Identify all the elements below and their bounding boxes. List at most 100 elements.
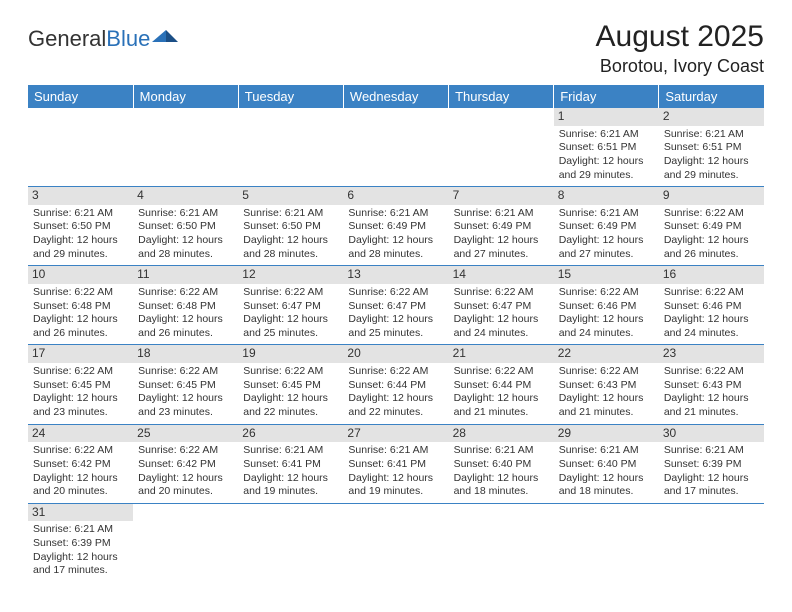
calendar-cell: 21Sunrise: 6:22 AMSunset: 6:44 PMDayligh… (449, 345, 554, 424)
sunrise-line: Sunrise: 6:22 AM (138, 365, 233, 379)
calendar-cell: 26Sunrise: 6:21 AMSunset: 6:41 PMDayligh… (238, 424, 343, 503)
calendar-cell: 14Sunrise: 6:22 AMSunset: 6:47 PMDayligh… (449, 266, 554, 345)
calendar-cell: 4Sunrise: 6:21 AMSunset: 6:50 PMDaylight… (133, 187, 238, 266)
daylight-line: Daylight: 12 hours and 22 minutes. (243, 392, 338, 419)
daylight-line: Daylight: 12 hours and 28 minutes. (243, 234, 338, 261)
weekday-header: Monday (133, 85, 238, 108)
daylight-line: Daylight: 12 hours and 23 minutes. (33, 392, 128, 419)
day-number: 6 (343, 187, 448, 205)
day-number: 26 (238, 425, 343, 443)
sunset-line: Sunset: 6:45 PM (243, 379, 338, 393)
sunrise-line: Sunrise: 6:22 AM (33, 286, 128, 300)
sunrise-line: Sunrise: 6:21 AM (243, 207, 338, 221)
sunset-line: Sunset: 6:46 PM (664, 300, 759, 314)
day-number: 14 (449, 266, 554, 284)
daylight-line: Daylight: 12 hours and 17 minutes. (664, 472, 759, 499)
sunset-line: Sunset: 6:45 PM (33, 379, 128, 393)
calendar-cell: 16Sunrise: 6:22 AMSunset: 6:46 PMDayligh… (659, 266, 764, 345)
calendar-cell (343, 108, 448, 187)
sunrise-line: Sunrise: 6:22 AM (33, 444, 128, 458)
logo-text-general: General (28, 26, 106, 52)
day-number: 27 (343, 425, 448, 443)
sunset-line: Sunset: 6:50 PM (33, 220, 128, 234)
calendar-cell: 30Sunrise: 6:21 AMSunset: 6:39 PMDayligh… (659, 424, 764, 503)
calendar-cell (449, 108, 554, 187)
empty-day (133, 108, 238, 124)
sunrise-line: Sunrise: 6:22 AM (138, 444, 233, 458)
sunrise-line: Sunrise: 6:21 AM (559, 207, 654, 221)
sunrise-line: Sunrise: 6:22 AM (454, 286, 549, 300)
sunset-line: Sunset: 6:48 PM (33, 300, 128, 314)
calendar-cell (449, 503, 554, 582)
empty-day (238, 108, 343, 124)
sunrise-line: Sunrise: 6:22 AM (348, 286, 443, 300)
sunset-line: Sunset: 6:47 PM (348, 300, 443, 314)
sunset-line: Sunset: 6:50 PM (243, 220, 338, 234)
calendar-row: 3Sunrise: 6:21 AMSunset: 6:50 PMDaylight… (28, 187, 764, 266)
empty-day (133, 504, 238, 520)
daylight-line: Daylight: 12 hours and 26 minutes. (664, 234, 759, 261)
header: GeneralBlue August 2025 Borotou, Ivory C… (28, 20, 764, 77)
sunrise-line: Sunrise: 6:22 AM (138, 286, 233, 300)
sunset-line: Sunset: 6:45 PM (138, 379, 233, 393)
sunset-line: Sunset: 6:46 PM (559, 300, 654, 314)
daylight-line: Daylight: 12 hours and 18 minutes. (559, 472, 654, 499)
day-number: 21 (449, 345, 554, 363)
day-number: 24 (28, 425, 133, 443)
sunrise-line: Sunrise: 6:22 AM (243, 286, 338, 300)
day-number: 18 (133, 345, 238, 363)
daylight-line: Daylight: 12 hours and 29 minutes. (33, 234, 128, 261)
day-number: 12 (238, 266, 343, 284)
sunset-line: Sunset: 6:43 PM (664, 379, 759, 393)
daylight-line: Daylight: 12 hours and 24 minutes. (454, 313, 549, 340)
sunset-line: Sunset: 6:40 PM (454, 458, 549, 472)
daylight-line: Daylight: 12 hours and 18 minutes. (454, 472, 549, 499)
sunset-line: Sunset: 6:51 PM (559, 141, 654, 155)
daylight-line: Daylight: 12 hours and 26 minutes. (138, 313, 233, 340)
calendar-cell: 28Sunrise: 6:21 AMSunset: 6:40 PMDayligh… (449, 424, 554, 503)
daylight-line: Daylight: 12 hours and 19 minutes. (243, 472, 338, 499)
daylight-line: Daylight: 12 hours and 24 minutes. (664, 313, 759, 340)
calendar-cell: 12Sunrise: 6:22 AMSunset: 6:47 PMDayligh… (238, 266, 343, 345)
daylight-line: Daylight: 12 hours and 29 minutes. (664, 155, 759, 182)
calendar-cell: 15Sunrise: 6:22 AMSunset: 6:46 PMDayligh… (554, 266, 659, 345)
sunset-line: Sunset: 6:40 PM (559, 458, 654, 472)
daylight-line: Daylight: 12 hours and 28 minutes. (348, 234, 443, 261)
day-number: 20 (343, 345, 448, 363)
calendar-cell: 31Sunrise: 6:21 AMSunset: 6:39 PMDayligh… (28, 503, 133, 582)
calendar-row: 24Sunrise: 6:22 AMSunset: 6:42 PMDayligh… (28, 424, 764, 503)
sunrise-line: Sunrise: 6:22 AM (243, 365, 338, 379)
empty-day (343, 108, 448, 124)
weekday-header: Sunday (28, 85, 133, 108)
month-title: August 2025 (596, 20, 764, 54)
day-number: 23 (659, 345, 764, 363)
calendar-cell: 18Sunrise: 6:22 AMSunset: 6:45 PMDayligh… (133, 345, 238, 424)
sunset-line: Sunset: 6:39 PM (664, 458, 759, 472)
day-number: 9 (659, 187, 764, 205)
calendar-cell: 1Sunrise: 6:21 AMSunset: 6:51 PMDaylight… (554, 108, 659, 187)
flag-icon (152, 28, 178, 51)
day-number: 7 (449, 187, 554, 205)
sunset-line: Sunset: 6:39 PM (33, 537, 128, 551)
daylight-line: Daylight: 12 hours and 21 minutes. (664, 392, 759, 419)
day-number: 2 (659, 108, 764, 126)
calendar-page: GeneralBlue August 2025 Borotou, Ivory C… (0, 0, 792, 592)
sunset-line: Sunset: 6:44 PM (454, 379, 549, 393)
day-number: 3 (28, 187, 133, 205)
empty-day (343, 504, 448, 520)
day-number: 25 (133, 425, 238, 443)
sunset-line: Sunset: 6:41 PM (243, 458, 338, 472)
title-block: August 2025 Borotou, Ivory Coast (596, 20, 764, 77)
calendar-row: 1Sunrise: 6:21 AMSunset: 6:51 PMDaylight… (28, 108, 764, 187)
day-number: 16 (659, 266, 764, 284)
sunset-line: Sunset: 6:48 PM (138, 300, 233, 314)
calendar-body: 1Sunrise: 6:21 AMSunset: 6:51 PMDaylight… (28, 108, 764, 582)
calendar-row: 31Sunrise: 6:21 AMSunset: 6:39 PMDayligh… (28, 503, 764, 582)
calendar-cell (238, 108, 343, 187)
sunrise-line: Sunrise: 6:21 AM (454, 444, 549, 458)
daylight-line: Daylight: 12 hours and 21 minutes. (559, 392, 654, 419)
sunset-line: Sunset: 6:49 PM (454, 220, 549, 234)
calendar-cell: 7Sunrise: 6:21 AMSunset: 6:49 PMDaylight… (449, 187, 554, 266)
logo-text-blue: Blue (106, 26, 150, 52)
day-number: 30 (659, 425, 764, 443)
